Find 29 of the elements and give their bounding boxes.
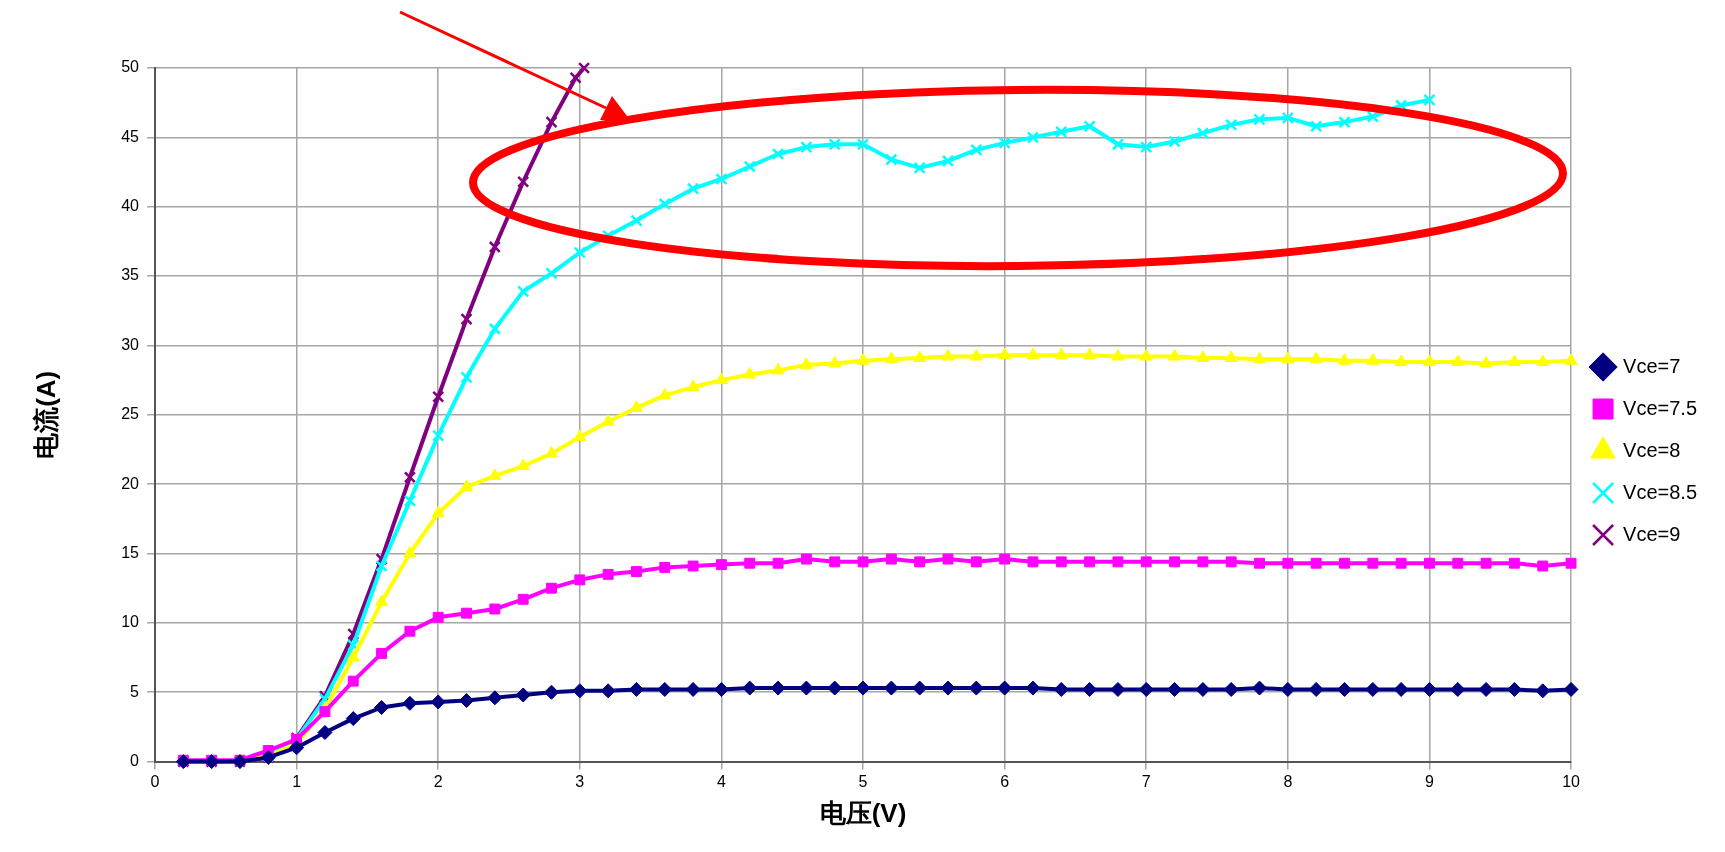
y-tick-label: 15 [121,543,140,561]
x-tick-label: 1 [292,772,302,790]
x-tick-label: 7 [1141,772,1151,790]
y-tick-label: 50 [121,58,140,76]
y-tick-label: 40 [121,197,140,215]
y-tick-label: 45 [121,127,140,145]
y-tick-label: 10 [121,613,140,631]
x-tick-label: 4 [716,772,726,790]
legend-label: Vce=7.5 [1623,396,1698,419]
x-tick-label: 10 [1562,772,1581,790]
y-tick-label: 30 [121,335,140,353]
x-tick-label: 8 [1283,772,1293,790]
legend-label: Vce=8 [1623,438,1681,461]
legend-label: Vce=7 [1623,354,1681,377]
x-tick-label: 5 [858,772,868,790]
y-tick-label: 35 [121,266,140,284]
x-tick-label: 9 [1425,772,1434,790]
x-axis-title: 电压(V) [819,797,907,828]
y-tick-label: 25 [121,405,140,423]
y-tick-label: 20 [121,474,140,492]
y-tick-label: 5 [130,682,140,700]
y-tick-label: 0 [130,752,140,770]
y-axis-title: 电流(A) [30,370,61,459]
x-tick-label: 2 [433,772,443,790]
x-tick-label: 3 [575,772,585,790]
legend-label: Vce=8.5 [1623,480,1698,503]
x-tick-label: 6 [1000,772,1010,790]
x-tick-label: 0 [150,772,160,790]
legend-label: Vce=9 [1623,522,1681,545]
